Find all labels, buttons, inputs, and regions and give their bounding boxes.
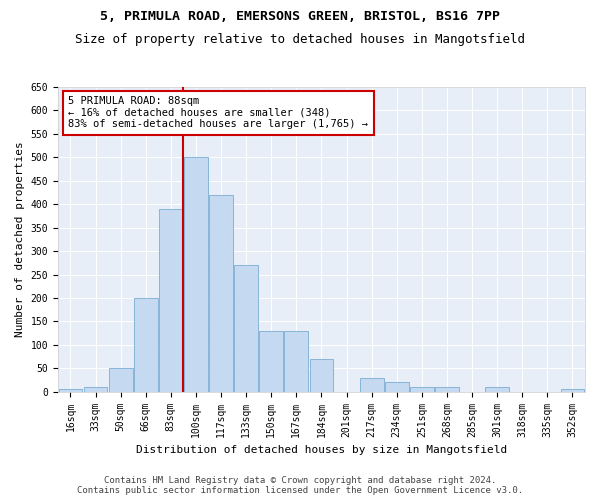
Bar <box>560 390 584 392</box>
Bar <box>385 382 409 392</box>
Bar <box>234 265 258 392</box>
Text: Contains HM Land Registry data © Crown copyright and database right 2024.
Contai: Contains HM Land Registry data © Crown c… <box>77 476 523 495</box>
Bar <box>184 158 208 392</box>
Bar <box>485 387 509 392</box>
Bar <box>410 387 434 392</box>
Text: Size of property relative to detached houses in Mangotsfield: Size of property relative to detached ho… <box>75 32 525 46</box>
Bar <box>134 298 158 392</box>
Bar <box>310 359 334 392</box>
Text: 5, PRIMULA ROAD, EMERSONS GREEN, BRISTOL, BS16 7PP: 5, PRIMULA ROAD, EMERSONS GREEN, BRISTOL… <box>100 10 500 23</box>
Bar <box>435 387 459 392</box>
Bar <box>209 195 233 392</box>
Bar <box>284 331 308 392</box>
Text: 5 PRIMULA ROAD: 88sqm
← 16% of detached houses are smaller (348)
83% of semi-det: 5 PRIMULA ROAD: 88sqm ← 16% of detached … <box>68 96 368 130</box>
Bar <box>59 390 82 392</box>
Bar <box>159 209 183 392</box>
Bar <box>360 378 383 392</box>
Y-axis label: Number of detached properties: Number of detached properties <box>15 142 25 337</box>
X-axis label: Distribution of detached houses by size in Mangotsfield: Distribution of detached houses by size … <box>136 445 507 455</box>
Bar <box>109 368 133 392</box>
Bar <box>259 331 283 392</box>
Bar <box>83 387 107 392</box>
